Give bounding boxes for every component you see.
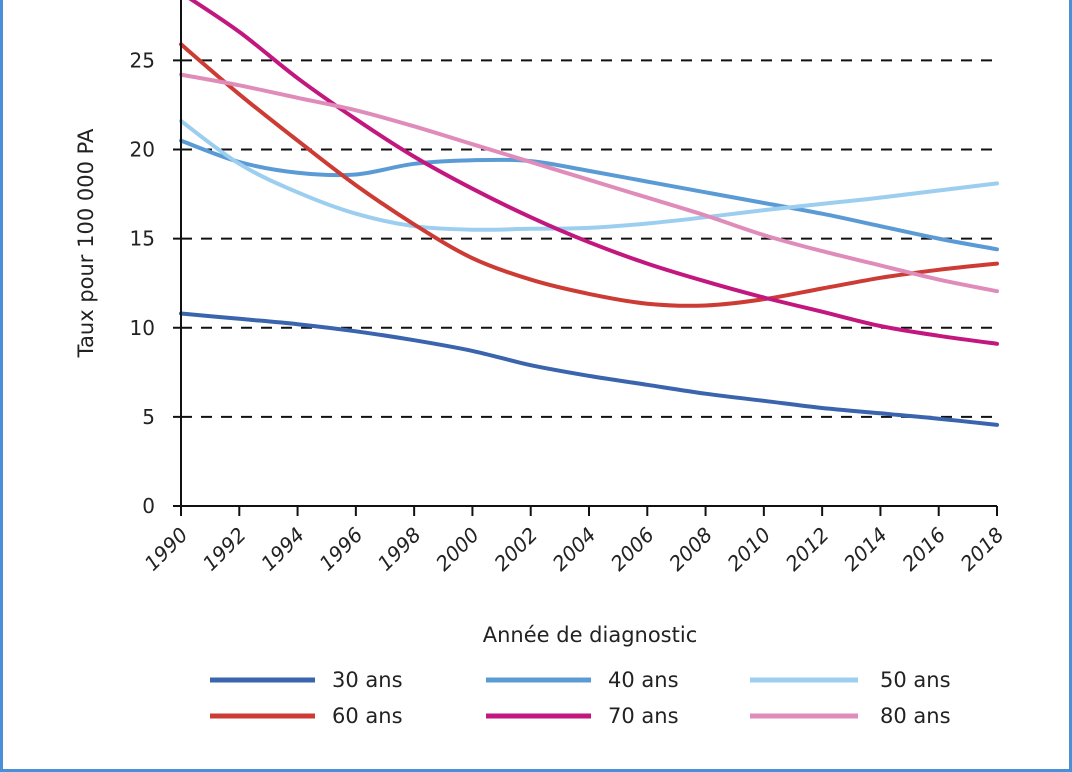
x-tick-label: 1990 xyxy=(140,523,193,576)
y-tick-label: 20 xyxy=(130,138,155,162)
x-tick-label: 1992 xyxy=(198,523,251,576)
series-line-50-ans xyxy=(179,119,999,232)
x-tick-label: 1994 xyxy=(256,523,309,576)
x-tick-label: 2004 xyxy=(548,523,601,576)
y-tick-label: 0 xyxy=(142,494,155,518)
series-line-30-ans xyxy=(179,311,999,427)
legend-label: 40 ans xyxy=(608,668,679,692)
series-lines xyxy=(179,0,999,427)
x-tick-label: 1996 xyxy=(314,523,367,576)
x-tick-label: 2018 xyxy=(956,523,1009,576)
x-tick-label: 2010 xyxy=(722,523,775,576)
legend-item-80-ans: 80 ans xyxy=(750,704,951,728)
series-line-80-ans xyxy=(179,72,999,294)
series-line-40-ans xyxy=(179,138,999,252)
axes xyxy=(173,0,998,516)
legend-item-30-ans: 30 ans xyxy=(210,668,403,692)
x-tick-label: 2014 xyxy=(839,523,892,576)
y-tick-label: 15 xyxy=(130,227,155,251)
y-tick-label: 5 xyxy=(142,405,155,429)
y-tick-label: 25 xyxy=(130,48,155,72)
legend-item-40-ans: 40 ans xyxy=(486,668,679,692)
x-tick-label: 2002 xyxy=(489,523,542,576)
legend: 30 ans 40 ans 50 ans 60 ans 70 ans 80 ans xyxy=(210,668,951,728)
x-tick-label: 2012 xyxy=(781,523,834,576)
legend-label: 50 ans xyxy=(880,668,951,692)
legend-label: 70 ans xyxy=(608,704,679,728)
legend-item-70-ans: 70 ans xyxy=(486,704,679,728)
y-tick-labels: 0 5 10 15 20 25 xyxy=(130,48,155,518)
legend-label: 80 ans xyxy=(880,704,951,728)
x-tick-label: 2016 xyxy=(897,523,950,576)
gridlines xyxy=(181,59,997,418)
x-tick-label: 2006 xyxy=(606,523,659,576)
x-tick-label: 2000 xyxy=(431,523,484,576)
legend-item-60-ans: 60 ans xyxy=(210,704,403,728)
legend-label: 60 ans xyxy=(332,704,403,728)
series-line-70-ans xyxy=(188,0,999,346)
x-tick-label: 1998 xyxy=(373,523,426,576)
legend-item-50-ans: 50 ans xyxy=(750,668,951,692)
legend-label: 30 ans xyxy=(332,668,403,692)
x-axis-title: Année de diagnostic xyxy=(483,623,698,647)
x-tick-label: 2008 xyxy=(664,523,717,576)
x-tick-labels: 1990 1992 1994 1996 1998 2000 2002 2004 2006 2008… xyxy=(140,523,1009,576)
series-line-60-ans xyxy=(179,42,999,308)
y-axis-title: Taux pour 100 000 PA xyxy=(74,128,98,358)
y-tick-label: 10 xyxy=(130,316,155,340)
